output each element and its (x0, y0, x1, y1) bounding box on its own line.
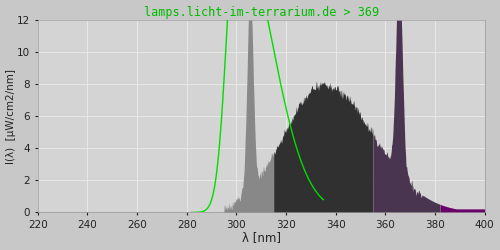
Y-axis label: I(λ)  [μW/cm2/nm]: I(λ) [μW/cm2/nm] (6, 68, 16, 164)
Title: lamps.licht-im-terrarium.de > 369: lamps.licht-im-terrarium.de > 369 (144, 6, 379, 18)
X-axis label: λ [nm]: λ [nm] (242, 232, 281, 244)
